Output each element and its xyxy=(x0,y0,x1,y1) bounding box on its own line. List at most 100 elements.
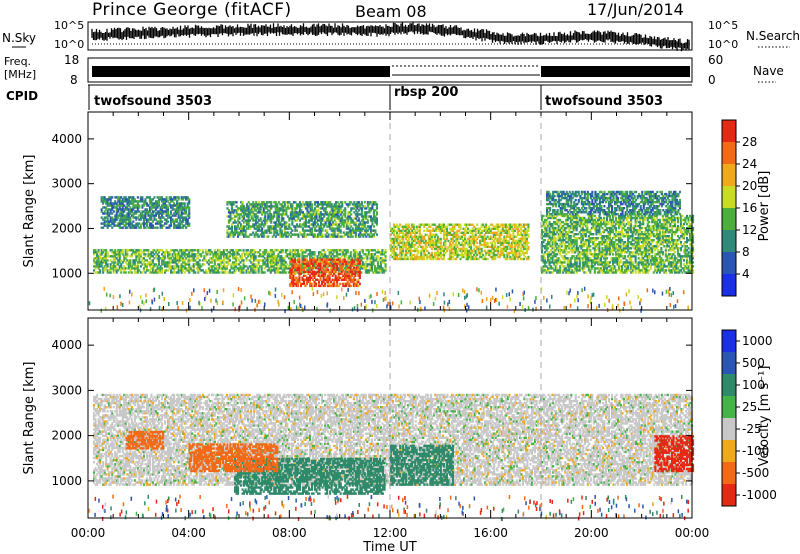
data-cell xyxy=(363,225,366,228)
data-cell xyxy=(307,270,310,273)
data-cell xyxy=(151,269,154,272)
data-cell xyxy=(378,259,381,262)
data-cell xyxy=(486,227,489,230)
data-cell xyxy=(315,215,318,218)
data-cell xyxy=(480,223,483,226)
data-cell xyxy=(363,231,366,234)
data-cell xyxy=(325,257,328,260)
data-cell xyxy=(495,247,498,251)
data-cell xyxy=(108,204,111,207)
data-cell xyxy=(369,227,372,230)
data-cell xyxy=(334,284,337,288)
data-cell xyxy=(135,267,138,270)
data-cell xyxy=(270,217,273,220)
data-cell xyxy=(296,251,299,254)
data-cell xyxy=(263,261,266,264)
data-cell xyxy=(121,206,124,209)
data-cell xyxy=(366,225,369,228)
data-cell xyxy=(451,225,454,228)
data-cell xyxy=(127,204,130,207)
data-cell xyxy=(485,243,488,247)
data-cell xyxy=(271,235,274,238)
data-cell xyxy=(159,222,162,225)
data-cell xyxy=(179,259,182,262)
data-cell xyxy=(310,271,313,274)
data-cell xyxy=(372,213,375,216)
data-cell xyxy=(115,263,118,266)
data-cell xyxy=(453,225,456,228)
data-cell xyxy=(405,253,408,257)
data-cell xyxy=(185,198,188,201)
data-cell xyxy=(418,241,421,245)
data-cell xyxy=(276,211,279,214)
data-cell xyxy=(241,207,244,210)
data-cell xyxy=(295,229,298,232)
data-cell xyxy=(375,259,378,262)
data-cell xyxy=(219,253,222,256)
data-cell xyxy=(136,267,139,270)
data-cell xyxy=(423,249,426,253)
data-cell xyxy=(120,269,123,272)
data-cell xyxy=(350,229,353,232)
data-cell xyxy=(227,255,230,258)
data-cell xyxy=(458,253,461,257)
data-cell xyxy=(333,255,336,258)
data-cell xyxy=(461,253,464,257)
data-cell xyxy=(362,217,365,220)
data-cell xyxy=(482,257,485,261)
data-cell xyxy=(311,233,314,236)
data-cell xyxy=(182,257,185,260)
data-cell xyxy=(255,225,258,228)
data-cell xyxy=(310,258,313,261)
data-cell xyxy=(283,225,286,228)
data-cell xyxy=(361,251,364,254)
data-cell xyxy=(150,224,153,227)
data-cell xyxy=(291,207,294,210)
data-cell xyxy=(327,225,330,228)
data-cell xyxy=(327,217,330,220)
data-cell xyxy=(142,222,145,225)
data-cell xyxy=(328,274,331,277)
data-cell xyxy=(310,253,313,256)
data-cell xyxy=(291,213,294,216)
data-cell xyxy=(153,271,156,274)
data-cell xyxy=(232,253,235,256)
data-cell xyxy=(303,215,306,218)
data-cell xyxy=(279,213,282,216)
data-cell xyxy=(168,198,171,201)
data-cell xyxy=(158,200,161,203)
data-cell xyxy=(158,249,161,252)
data-cell xyxy=(283,265,286,268)
data-cell xyxy=(213,269,216,272)
data-cell xyxy=(201,251,204,254)
data-cell xyxy=(100,249,103,252)
data-cell xyxy=(403,255,406,259)
data-cell xyxy=(241,233,244,236)
data-cell xyxy=(447,239,450,243)
data-cell xyxy=(145,224,148,227)
data-cell xyxy=(286,207,289,210)
data-cell xyxy=(399,231,402,234)
data-cell xyxy=(192,249,195,252)
data-cell xyxy=(173,222,176,225)
data-cell xyxy=(429,241,432,245)
data-cell xyxy=(371,219,374,222)
data-cell xyxy=(139,226,142,229)
data-cell xyxy=(347,235,350,238)
data-cell xyxy=(293,249,296,252)
data-cell xyxy=(362,223,365,226)
data-cell xyxy=(115,204,118,207)
data-cell xyxy=(289,272,292,275)
data-cell xyxy=(120,208,123,211)
data-cell xyxy=(485,257,488,261)
data-cell xyxy=(468,241,471,245)
data-cell xyxy=(112,259,115,262)
data-cell xyxy=(183,212,186,215)
data-cell xyxy=(103,257,106,260)
data-cell xyxy=(477,235,480,238)
data-cell xyxy=(305,280,308,284)
data-cell xyxy=(411,241,414,245)
data-cell xyxy=(115,216,118,219)
data-cell xyxy=(186,255,189,258)
data-cell xyxy=(322,278,325,281)
